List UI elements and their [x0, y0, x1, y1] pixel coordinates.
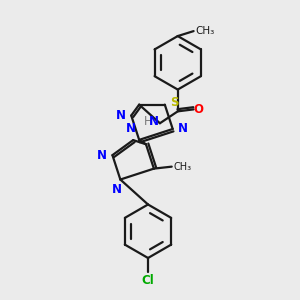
- Text: N: N: [111, 184, 122, 196]
- Text: N: N: [149, 115, 159, 128]
- Text: H: H: [144, 115, 153, 128]
- Text: O: O: [194, 103, 203, 116]
- Text: N: N: [97, 149, 106, 162]
- Text: N: N: [178, 122, 188, 136]
- Text: CH₃: CH₃: [174, 162, 192, 172]
- Text: N: N: [116, 109, 126, 122]
- Text: CH₃: CH₃: [196, 26, 215, 36]
- Text: N: N: [126, 122, 136, 135]
- Text: Cl: Cl: [142, 274, 154, 287]
- Text: S: S: [170, 96, 178, 109]
